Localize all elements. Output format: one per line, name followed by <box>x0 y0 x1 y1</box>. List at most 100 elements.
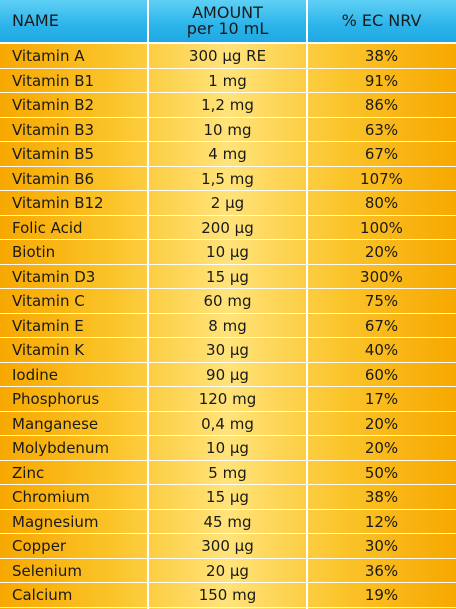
amount-value: 90 µg <box>206 365 249 384</box>
nrv-value: 20% <box>364 414 399 433</box>
nutrient-name: Vitamin B1 <box>12 71 95 90</box>
table-body: Vitamin A 300 µg RE 38% Vitamin B1 1 mg 91% Vi… <box>0 44 456 609</box>
nutrient-name: Vitamin K <box>12 341 85 359</box>
header-name: NAME <box>12 11 59 30</box>
amount-value: 10 µg <box>206 439 249 457</box>
nutrient-name: Vitamin B12 <box>12 194 104 212</box>
nrv-value: 300% <box>360 267 403 286</box>
table-row: Vitamin B3 10 mg 63% <box>0 118 456 142</box>
amount-value: 1 mg <box>208 71 247 90</box>
table-row: Chromium 15 µg 38% <box>0 485 456 510</box>
amount-value: 20 µg <box>206 561 249 580</box>
nutrient-name: Zinc <box>12 463 45 482</box>
table-row: Vitamin E 8 mg 67% <box>0 314 456 338</box>
nrv-value: 80% <box>364 194 399 212</box>
header-nrv: % EC NRV <box>341 11 422 30</box>
amount-value: 8 mg <box>208 316 247 335</box>
nutrient-name: Iodine <box>12 365 59 384</box>
table-row: Zinc 5 mg 50% <box>0 461 456 485</box>
nutrient-name: Selenium <box>12 561 82 580</box>
nrv-value: 38% <box>364 47 399 65</box>
table-row: Phosphorus 120 mg 17% <box>0 387 456 412</box>
nutrient-name: Vitamin A <box>12 47 85 65</box>
amount-value: 45 mg <box>203 512 252 531</box>
nutrient-name: Magnesium <box>12 512 99 531</box>
nrv-value: 40% <box>364 341 399 359</box>
nrv-value: 38% <box>364 488 399 506</box>
nutrient-name: Vitamin D3 <box>12 267 96 286</box>
amount-value: 0,4 mg <box>201 414 254 433</box>
nrv-value: 50% <box>364 463 399 482</box>
amount-value: 1,5 mg <box>201 169 254 188</box>
table-header: NAME AMOUNT per 10 mL % EC NRV <box>0 0 456 44</box>
amount-value: 10 µg <box>206 243 249 261</box>
table-row: Iodine 90 µg 60% <box>0 363 456 387</box>
nrv-value: 67% <box>364 316 399 335</box>
nutrient-name: Biotin <box>12 243 56 261</box>
nutrient-name: Vitamin B3 <box>12 120 95 139</box>
header-amount-line2: per 10 mL <box>186 19 269 38</box>
table-row: Folic Acid 200 µg 100% <box>0 216 456 240</box>
nutrient-name: Vitamin B6 <box>12 169 95 188</box>
amount-value: 2 µg <box>210 194 245 212</box>
nutrient-name: Manganese <box>12 414 99 433</box>
table-row: Calcium 150 mg 19% <box>0 583 456 608</box>
table-row: Vitamin B12 2 µg 80% <box>0 191 456 216</box>
table-row: Molybdenum 10 µg 20% <box>0 436 456 461</box>
nutrient-name: Vitamin B2 <box>12 96 95 114</box>
amount-value: 60 mg <box>203 292 252 310</box>
amount-value: 1,2 mg <box>201 96 254 114</box>
nrv-value: 30% <box>364 537 399 555</box>
table-row: Vitamin K 30 µg 40% <box>0 338 456 363</box>
nrv-value: 36% <box>364 561 399 580</box>
nrv-value: 67% <box>364 145 399 163</box>
table-row: Vitamin D3 15 µg 300% <box>0 265 456 289</box>
header-amount-line1: AMOUNT <box>192 3 263 22</box>
table-row: Copper 300 µg 30% <box>0 534 456 559</box>
nrv-value: 12% <box>364 512 399 531</box>
nutrient-name: Phosphorus <box>12 390 100 408</box>
nrv-value: 20% <box>364 439 399 457</box>
table-row: Vitamin B5 4 mg 67% <box>0 142 456 167</box>
amount-value: 300 µg <box>201 537 254 555</box>
nutrient-name: Chromium <box>12 488 90 506</box>
nutrient-name: Vitamin E <box>12 316 84 335</box>
nutrient-name: Vitamin C <box>12 292 85 310</box>
nrv-value: 60% <box>364 365 399 384</box>
nrv-value: 20% <box>364 243 399 261</box>
column-divider <box>147 0 149 609</box>
amount-value: 10 mg <box>203 120 252 139</box>
nrv-value: 86% <box>364 96 399 114</box>
table-row: Vitamin A 300 µg RE 38% <box>0 44 456 69</box>
amount-value: 150 mg <box>198 586 257 604</box>
nutrient-name: Calcium <box>12 586 73 604</box>
amount-value: 300 µg RE <box>188 47 267 65</box>
table-row: Vitamin B1 1 mg 91% <box>0 69 456 93</box>
amount-value: 200 µg <box>201 218 254 237</box>
nrv-value: 19% <box>364 586 399 604</box>
table-row: Magnesium 45 mg 12% <box>0 510 456 534</box>
amount-value: 120 mg <box>198 390 257 408</box>
nrv-value: 107% <box>360 169 403 188</box>
table-row: Selenium 20 µg 36% <box>0 559 456 583</box>
nutrient-name: Copper <box>12 537 67 555</box>
amount-value: 15 µg <box>206 488 249 506</box>
nutrient-name: Molybdenum <box>12 439 110 457</box>
column-divider <box>306 0 308 609</box>
amount-value: 5 mg <box>208 463 247 482</box>
table-row: Manganese 0,4 mg 20% <box>0 412 456 436</box>
nrv-value: 17% <box>364 390 399 408</box>
amount-value: 30 µg <box>206 341 249 359</box>
table-row: Vitamin B6 1,5 mg 107% <box>0 167 456 191</box>
nutrient-name: Vitamin B5 <box>12 145 95 163</box>
nutrient-name: Folic Acid <box>12 218 83 237</box>
amount-value: 15 µg <box>206 267 249 286</box>
nrv-value: 91% <box>364 71 399 90</box>
nrv-value: 75% <box>364 292 399 310</box>
header-amount: AMOUNT per 10 mL <box>148 0 307 42</box>
amount-value: 4 mg <box>208 145 247 163</box>
table-row: Vitamin C 60 mg 75% <box>0 289 456 314</box>
table-row: Biotin 10 µg 20% <box>0 240 456 265</box>
nrv-value: 100% <box>360 218 403 237</box>
